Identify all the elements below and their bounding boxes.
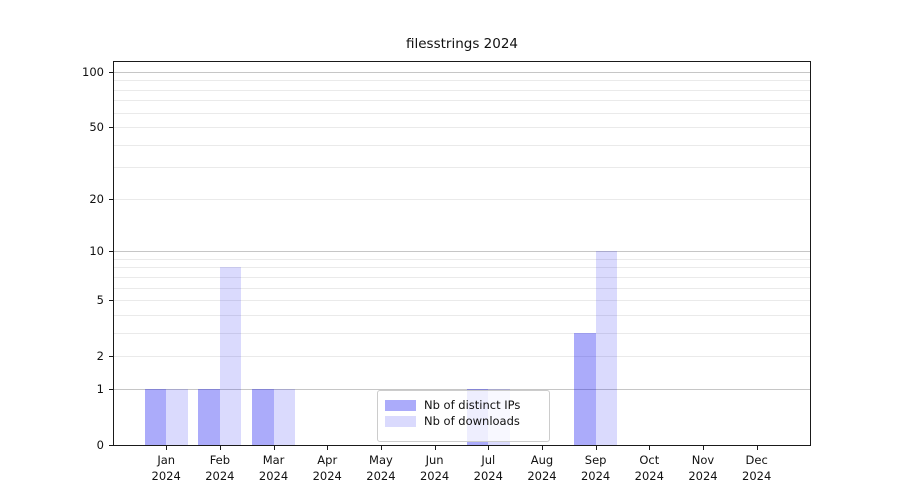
- y-tick-mark: [109, 71, 113, 73]
- x-tick-mark: [595, 446, 597, 450]
- gridline-minor: [114, 144, 810, 146]
- x-tick-label: May 2024: [366, 453, 396, 483]
- legend-item-downloads: Nb of downloads: [385, 413, 549, 429]
- y-tick-label: 2: [96, 349, 104, 364]
- gridline-minor: [114, 198, 810, 200]
- x-tick-label: Jul 2024: [473, 453, 503, 483]
- gridline-minor: [114, 258, 810, 260]
- legend-swatch-downloads: [385, 415, 416, 427]
- chart-title: filesstrings 2024: [405, 36, 519, 52]
- legend-label-downloads: Nb of downloads: [424, 414, 520, 428]
- x-tick-label: Dec 2024: [742, 453, 772, 483]
- gridline-minor: [114, 167, 810, 169]
- y-tick-mark: [109, 388, 113, 390]
- gridline-minor: [114, 356, 810, 358]
- bar-mar-distinct-ips: [252, 388, 274, 445]
- gridline-major: [114, 71, 810, 73]
- bar-jan-downloads: [166, 388, 188, 445]
- bar-jan-distinct-ips: [144, 388, 167, 445]
- bar-sep-downloads: [595, 251, 618, 445]
- gridline-minor: [114, 127, 810, 129]
- gridline-minor: [114, 80, 810, 82]
- x-tick-label: Apr 2024: [312, 453, 342, 483]
- legend-item-distinct-ips: Nb of distinct IPs: [385, 397, 549, 413]
- gridline-minor: [114, 100, 810, 102]
- gridline-minor: [114, 314, 810, 316]
- x-tick-mark: [649, 446, 651, 450]
- y-tick-mark: [109, 445, 113, 446]
- x-tick-label: Aug 2024: [527, 453, 557, 483]
- x-tick-label: Oct 2024: [634, 453, 664, 483]
- gridline-major: [114, 251, 810, 253]
- y-tick-label: 100: [82, 64, 104, 79]
- x-tick-mark: [380, 446, 382, 450]
- gridline-minor: [114, 267, 810, 269]
- legend: Nb of distinct IPs Nb of downloads: [377, 390, 550, 442]
- legend-label-distinct-ips: Nb of distinct IPs: [424, 398, 521, 412]
- x-tick-mark: [434, 446, 436, 450]
- gridline-minor: [114, 300, 810, 302]
- y-tick-label: 1: [96, 381, 104, 396]
- y-tick-label: 50: [89, 120, 104, 135]
- x-tick-label: Jan 2024: [151, 453, 181, 483]
- gridline-minor: [114, 89, 810, 91]
- x-tick-mark: [219, 446, 221, 450]
- bar-feb-distinct-ips: [198, 388, 220, 445]
- x-tick-label: Jun 2024: [419, 453, 450, 483]
- x-tick-mark: [273, 446, 275, 450]
- x-tick-mark: [488, 446, 490, 450]
- bar-sep-distinct-ips: [574, 332, 596, 445]
- legend-swatch-distinct-ips: [385, 399, 416, 411]
- x-tick-mark: [327, 446, 329, 450]
- gridline-minor: [114, 287, 810, 289]
- x-tick-label: Nov 2024: [688, 453, 718, 483]
- y-tick-mark: [109, 356, 113, 358]
- y-tick-mark: [109, 127, 113, 129]
- gridline-minor: [114, 112, 810, 114]
- bar-feb-downloads: [219, 267, 242, 445]
- gridline-minor: [114, 276, 810, 278]
- x-tick-label: Mar 2024: [258, 453, 289, 483]
- plot-area: Nb of distinct IPs Nb of downloads 0 1 2 5 1…: [82, 61, 811, 483]
- y-tick-label: 10: [89, 244, 104, 259]
- x-tick-label: Feb 2024: [205, 453, 235, 483]
- y-tick-label: 0: [96, 438, 104, 452]
- x-tick-mark: [756, 446, 758, 450]
- x-tick-mark: [541, 446, 543, 450]
- gridline-minor: [114, 332, 810, 334]
- y-tick-mark: [109, 300, 113, 302]
- x-tick-mark: [166, 446, 168, 450]
- y-tick-mark: [109, 198, 113, 200]
- gridline-major: [114, 388, 810, 390]
- bar-mar-downloads: [273, 388, 295, 445]
- y-tick-label: 20: [89, 191, 104, 206]
- y-tick-mark: [109, 251, 113, 253]
- x-tick-label: Sep 2024: [580, 453, 611, 483]
- y-tick-label: 5: [96, 293, 104, 308]
- x-tick-mark: [703, 446, 704, 450]
